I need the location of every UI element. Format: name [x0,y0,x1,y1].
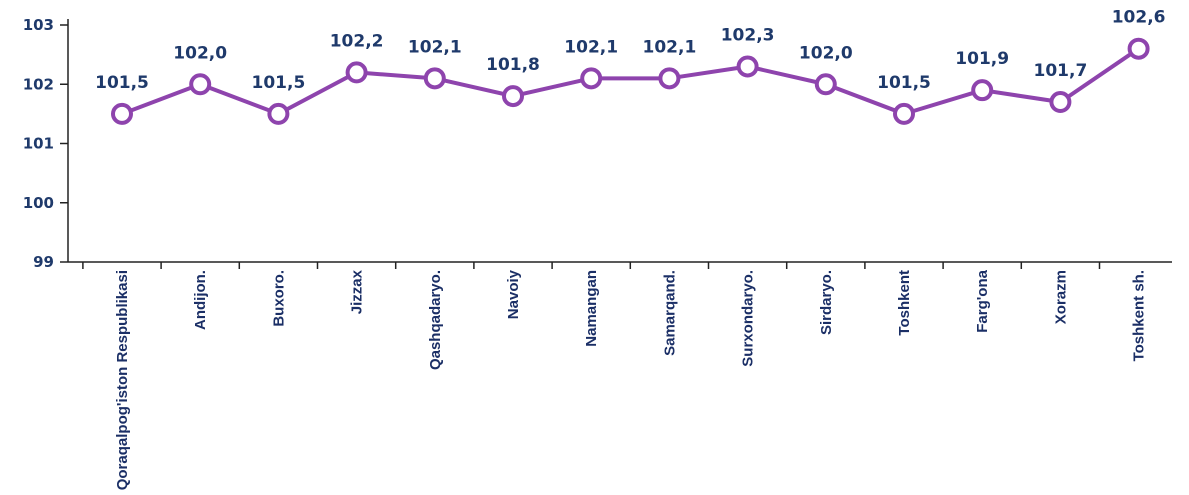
data-point [736,55,759,78]
data-point [580,67,603,90]
data-point [502,85,524,108]
data-label: 102,0 [799,43,853,63]
data-label: 101,5 [877,73,931,93]
category-label: Qashqadaryo. [427,270,444,370]
data-point [423,67,446,90]
data-label: 101,5 [252,73,306,93]
category-label: Samarqand. [661,270,678,356]
category-label: Qoraqalpog'iston Respublikasi [114,270,131,490]
data-label: 102,2 [330,31,384,51]
category-label: Toshkent [896,270,913,336]
data-point [814,73,837,96]
data-label: 101,7 [1034,61,1088,81]
data-label: 102,1 [564,37,618,57]
data-point [345,61,368,84]
series-line-group [120,46,1141,116]
category-label: Surxondaryo. [740,270,757,367]
y-tick-label: 103 [23,16,54,34]
axes: 99 100 101 102 103 [23,16,1172,271]
category-label: Jizzax [349,269,366,314]
category-label: Sirdaryo. [818,270,835,335]
data-point [658,67,681,90]
data-label: 102,1 [408,37,462,57]
y-tick-label: 102 [23,75,54,93]
category-label: Buxoro. [270,270,287,327]
data-label: 102,3 [721,25,775,45]
data-point [1127,37,1150,60]
y-tick-label: 100 [23,194,54,212]
series-line [120,46,1141,116]
category-label: Xorazm [1052,270,1069,324]
y-tick-label: 101 [23,135,54,153]
data-label: 101,5 [95,73,149,93]
category-label: Navoiy [505,269,522,319]
data-label: 102,1 [643,37,697,57]
data-label: 102,6 [1112,8,1166,28]
category-label: Farg'ona [974,269,991,332]
markers [111,37,1150,125]
y-tick-label: 99 [33,253,54,271]
data-point [111,102,133,125]
category-label: Andijon. [192,270,209,330]
data-label: 101,8 [486,55,540,75]
data-label: 102,0 [173,43,227,63]
data-point [189,73,212,96]
data-labels: 101,5 102,0 101,5 102,2 102,1 101,8 102,1 102,1… [95,8,1165,93]
data-point [267,102,290,125]
data-label: 101,9 [955,49,1009,69]
data-point [1049,91,1072,114]
data-point [893,102,915,125]
category-label: Namangan [583,270,600,347]
data-point [971,79,994,102]
category-labels: Qoraqalpog'iston Respublikasi Andijon. Bux… [114,269,1148,490]
category-label: Toshkent sh. [1131,270,1148,361]
